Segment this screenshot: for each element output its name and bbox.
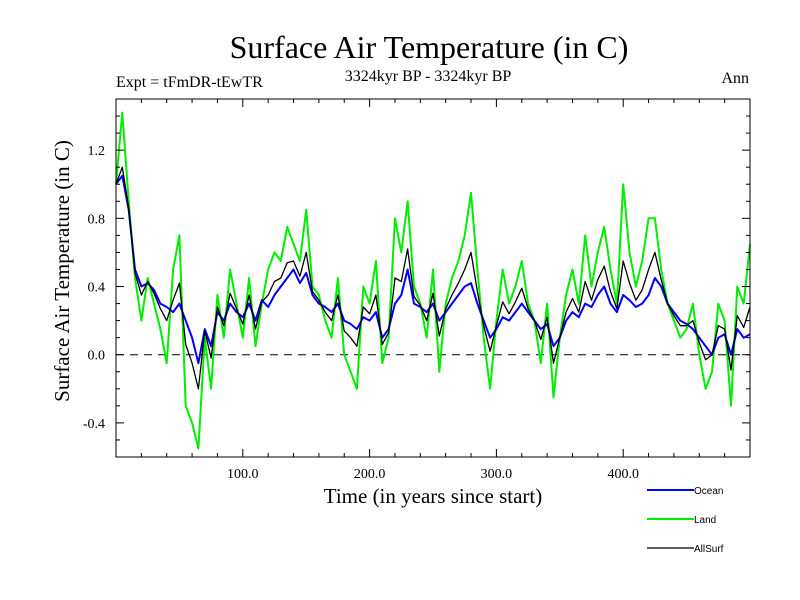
legend-label-land: Land — [694, 515, 716, 526]
series-layer — [115, 111, 751, 450]
x-axis-label: Time (in years since start) — [324, 484, 543, 508]
legend: Ocean Land AllSurf — [647, 486, 724, 555]
y-tick-label: 1.2 — [88, 144, 106, 159]
chart-title: Surface Air Temperature (in C) — [230, 29, 629, 65]
x-tick-label: 200.0 — [354, 467, 386, 482]
period-label: 3324kyr BP - 3324kyr BP — [345, 68, 512, 85]
series-line-land — [115, 111, 751, 450]
plot-frame — [115, 98, 751, 458]
season-label: Ann — [721, 70, 749, 87]
y-tick-label: 0.8 — [88, 212, 106, 227]
experiment-label: Expt = tFmDR-tEwTR — [116, 74, 263, 91]
x-tick-label: 300.0 — [481, 467, 513, 482]
legend-label-allsurf: AllSurf — [694, 544, 724, 555]
x-tick-label: 400.0 — [607, 467, 639, 482]
y-tick-label: 0.4 — [88, 281, 106, 296]
y-tick-label: -0.4 — [83, 417, 105, 432]
x-tick-label: 100.0 — [227, 467, 259, 482]
axis-layer: 100.0 200.0 300.0 400.0 -0.4 0.0 0.4 0.8 1.2 — [83, 98, 751, 482]
legend-label-ocean: Ocean — [694, 486, 723, 497]
y-axis-label: Surface Air Temperature (in C) — [50, 140, 74, 402]
series-line-allsurf — [115, 166, 751, 390]
y-tick-label: 0.0 — [88, 349, 106, 364]
